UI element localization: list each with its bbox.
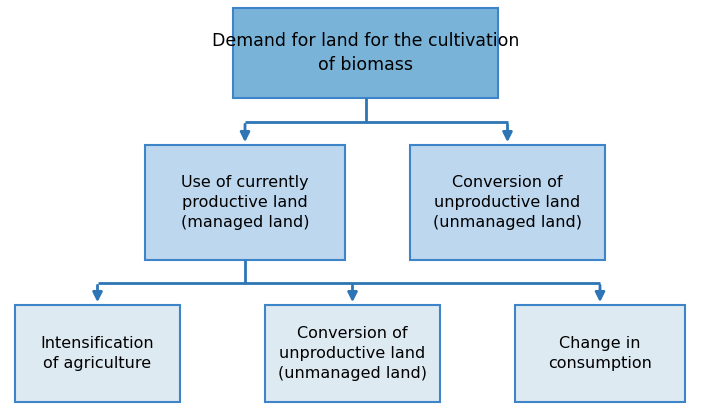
- FancyBboxPatch shape: [15, 305, 180, 402]
- Text: Demand for land for the cultivation
of biomass: Demand for land for the cultivation of b…: [212, 32, 519, 74]
- FancyBboxPatch shape: [515, 305, 685, 402]
- FancyBboxPatch shape: [410, 145, 605, 260]
- Text: Conversion of
unproductive land
(unmanaged land): Conversion of unproductive land (unmanag…: [433, 175, 582, 230]
- FancyBboxPatch shape: [265, 305, 440, 402]
- Text: Use of currently
productive land
(managed land): Use of currently productive land (manage…: [181, 175, 309, 230]
- FancyBboxPatch shape: [233, 8, 498, 98]
- Text: Change in
consumption: Change in consumption: [548, 336, 652, 371]
- Text: Conversion of
unproductive land
(unmanaged land): Conversion of unproductive land (unmanag…: [278, 326, 427, 381]
- FancyBboxPatch shape: [145, 145, 345, 260]
- Text: Intensification
of agriculture: Intensification of agriculture: [41, 336, 154, 371]
